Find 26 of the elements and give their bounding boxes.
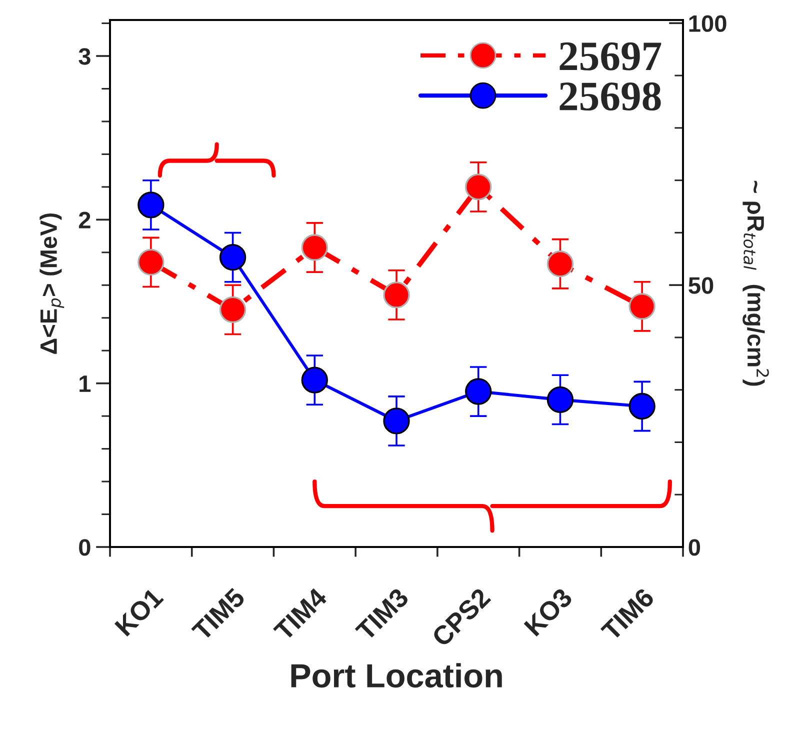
point xyxy=(219,244,246,271)
y-tick-label: 1 xyxy=(80,376,91,392)
point xyxy=(383,408,410,434)
y2-tick-label: 100 xyxy=(689,15,726,32)
point xyxy=(383,282,410,308)
point xyxy=(546,386,574,414)
y-axis-title: Δ<E$_{p}$> (MeV) xyxy=(40,213,64,354)
point xyxy=(628,392,656,420)
point xyxy=(138,248,164,276)
y2-axis-title: ~ ρR$_{total}$ (mg/cm$^{2}$) xyxy=(742,180,769,386)
point xyxy=(219,296,246,324)
y-tick-label: 0 xyxy=(79,539,90,556)
point xyxy=(465,378,492,405)
point xyxy=(301,366,328,394)
legend-label: 25697 xyxy=(560,42,662,70)
point xyxy=(138,192,164,218)
point xyxy=(301,234,328,261)
y-tick-label: 3 xyxy=(78,48,90,65)
legend-label: 25698 xyxy=(560,82,661,111)
y2-tick-label: 50 xyxy=(688,277,714,294)
y2-tick-label: 0 xyxy=(688,539,700,556)
y-tick-label: 2 xyxy=(78,212,90,228)
point xyxy=(628,293,656,320)
point xyxy=(465,174,492,200)
point xyxy=(546,250,574,278)
x-axis-title: Port Location xyxy=(291,663,502,688)
